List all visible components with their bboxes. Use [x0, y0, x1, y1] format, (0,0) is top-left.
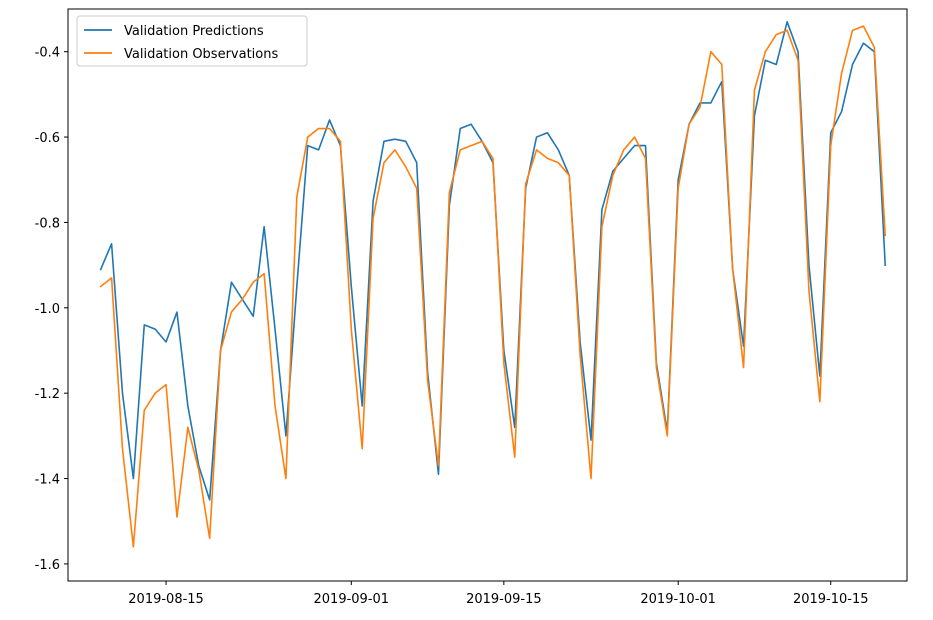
legend: Validation Predictions Validation Observa…	[76, 15, 308, 67]
plot-area	[68, 9, 907, 581]
x-tick-label: 2019-10-01	[640, 592, 716, 607]
y-tick-label: -0.8	[35, 216, 60, 231]
y-tick-label: -0.6	[35, 131, 60, 146]
y-tick-label: -1.4	[35, 473, 60, 488]
legend-box	[76, 15, 308, 67]
y-tick-label: -1.6	[35, 558, 60, 573]
x-tick-label: 2019-08-15	[128, 592, 204, 607]
axes: -1.6 -1.4 -1.2 -1.0 -0.8 -0.6 -0.4 2019-08-15 20…	[35, 8, 908, 607]
axes-frame	[67, 8, 908, 582]
series-line-validation-observations	[99, 25, 887, 548]
y-tick-label: -1.2	[35, 387, 60, 402]
series-lines	[99, 21, 887, 548]
legend-label: Validation Observations	[124, 47, 278, 62]
x-tick-label: 2019-09-01	[314, 592, 390, 607]
y-tick-label: -1.0	[35, 302, 60, 317]
legend-label: Validation Predictions	[124, 24, 264, 39]
x-tick-label: 2019-10-15	[793, 592, 869, 607]
x-tick-label: 2019-09-15	[466, 592, 542, 607]
y-tick-label: -0.4	[35, 46, 60, 61]
